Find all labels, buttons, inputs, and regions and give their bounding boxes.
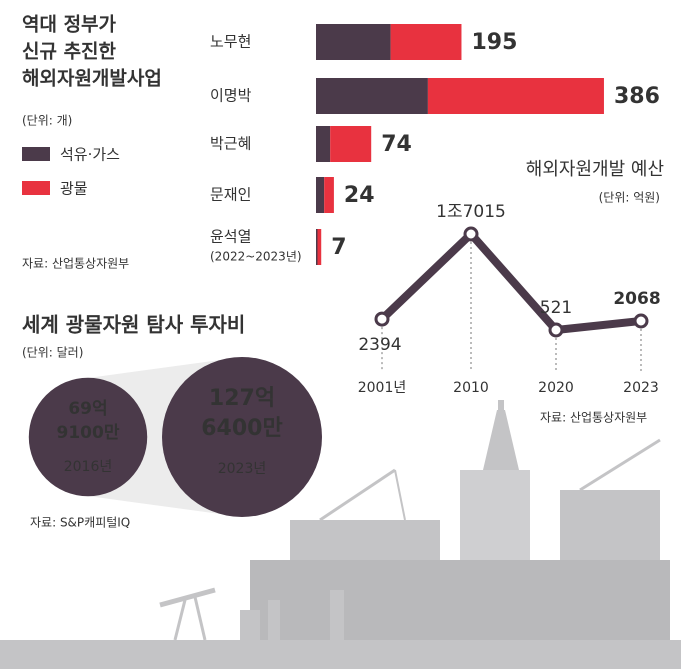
bar-segment bbox=[316, 177, 325, 213]
bubble bbox=[162, 357, 322, 517]
chart-title: 세계 광물자원 탐사 투자비 bbox=[22, 313, 245, 337]
x-tick-label: 2001년 bbox=[358, 380, 407, 396]
total-label: 7 bbox=[331, 235, 346, 260]
bar-segment bbox=[390, 24, 462, 60]
source-note: 자료: 산업통상자원부 bbox=[22, 257, 129, 271]
chart-title: 신규 추진한 bbox=[22, 41, 117, 63]
chart-title: 해외자원개발 예산 bbox=[526, 159, 664, 180]
source-note: 자료: S&P캐피털IQ bbox=[30, 516, 130, 530]
legend-swatch bbox=[22, 147, 50, 161]
value-label: 521 bbox=[540, 298, 572, 318]
category-label: 2016년 bbox=[64, 459, 113, 475]
unit-label: (단위: 달러) bbox=[22, 346, 83, 360]
point bbox=[548, 322, 564, 338]
category-label: 2023년 bbox=[218, 461, 267, 477]
bubble bbox=[28, 377, 148, 497]
category-label: (2022~2023년) bbox=[210, 250, 302, 264]
chart-title: 해외자원개발사업 bbox=[22, 68, 162, 90]
value-label: 127억 bbox=[209, 386, 275, 411]
legend-label: 광물 bbox=[60, 180, 88, 198]
point bbox=[463, 226, 479, 242]
bar-segment bbox=[324, 177, 334, 213]
legend-label: 석유·가스 bbox=[60, 146, 120, 164]
bar-segment bbox=[316, 24, 391, 60]
category-label: 노무현 bbox=[210, 33, 251, 51]
bar-segment bbox=[427, 78, 604, 114]
bar-segment bbox=[317, 229, 322, 265]
unit-label: (단위: 억원) bbox=[599, 191, 660, 205]
bar-segment bbox=[316, 229, 318, 265]
bar-segment bbox=[316, 78, 428, 114]
unit-label: (단위: 개) bbox=[22, 114, 72, 128]
x-tick-label: 2020 bbox=[538, 380, 574, 396]
legend-swatch bbox=[22, 181, 50, 195]
category-label: 윤석열 bbox=[210, 228, 251, 246]
value-label: 9100만 bbox=[57, 423, 120, 443]
total-label: 195 bbox=[471, 30, 517, 55]
bar-segment bbox=[330, 126, 372, 162]
category-label: 문재인 bbox=[210, 186, 251, 204]
value-label: 1조7015 bbox=[436, 202, 506, 222]
value-label: 69억 bbox=[68, 399, 107, 419]
bar-segment bbox=[316, 126, 331, 162]
line-series bbox=[379, 230, 642, 334]
value-label: 6400만 bbox=[201, 416, 282, 441]
value-label: 2068 bbox=[613, 289, 660, 309]
chart-title: 역대 정부가 bbox=[22, 14, 117, 36]
point bbox=[633, 313, 649, 329]
value-label: 2394 bbox=[358, 335, 401, 355]
category-label: 이명박 bbox=[210, 87, 252, 105]
total-label: 74 bbox=[381, 132, 412, 157]
total-label: 24 bbox=[344, 183, 375, 208]
source-note: 자료: 산업통상자원부 bbox=[540, 411, 647, 425]
point bbox=[374, 311, 390, 327]
oil-rig-silhouette bbox=[0, 400, 681, 669]
x-tick-label: 2010 bbox=[453, 380, 489, 396]
total-label: 386 bbox=[614, 84, 660, 109]
x-tick-label: 2023 bbox=[623, 380, 659, 396]
category-label: 박근혜 bbox=[210, 135, 251, 153]
